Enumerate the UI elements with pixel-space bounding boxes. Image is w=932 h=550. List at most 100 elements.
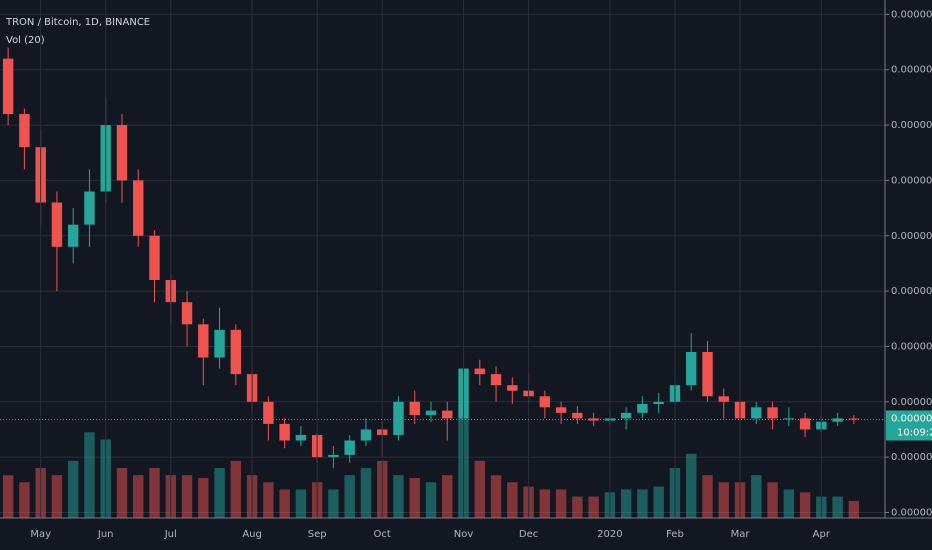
x-tick-label: Dec [519,529,538,540]
x-tick-label: 2020 [597,529,622,540]
candle-body [718,396,729,402]
current-price-label: 0.00000184 [891,413,932,424]
volume-bar [67,460,79,518]
x-tick-label: Mar [731,529,751,540]
volume-bar [653,486,664,518]
candle-body [133,180,144,236]
candle-body [149,235,160,281]
volume-bar [344,475,355,518]
current-price-box [886,410,932,441]
volume-bar [799,492,811,518]
candle-body [783,418,795,420]
candle-body [702,351,713,397]
volume-bar [84,432,95,518]
candle-body [2,58,14,115]
volume-bar [409,478,420,518]
candle-body [620,412,632,419]
y-tick-label: 0.00000250 [891,341,932,352]
volume-bar [507,482,518,518]
x-tick-label: Jul [164,529,177,540]
candle-body [344,440,355,455]
volume-bar [295,489,307,518]
volume-bar [490,475,502,518]
candle-body [767,407,778,419]
volume-bar [51,475,63,518]
candle-body [751,407,762,419]
volume-bar [539,489,551,518]
candle-body [555,407,567,413]
axes: 0.00000100 0.00000150 0.00000200 0.00000250… [30,0,932,540]
volume-bar [230,460,242,518]
candle-body [653,401,664,404]
volume-label: Vol (20) [6,35,45,46]
x-tick-label: Oct [374,529,391,540]
volume-bar [328,489,339,518]
candle-body [442,410,453,419]
candle-body [263,401,274,424]
volume-bar [198,478,209,518]
volume-bar [555,489,567,518]
y-tick-label: 0.00000100 [891,507,932,518]
volume-bar [2,475,14,518]
candle-body [848,418,860,420]
candle-body [116,125,128,181]
volume-bar [751,475,762,518]
candle-body [328,454,339,458]
candle-body [198,324,209,358]
volume-bar [588,496,599,518]
volume-bar [442,475,453,518]
candle-body [588,418,599,421]
volume-bar [149,468,160,518]
candle-body [507,385,518,391]
y-tick-label: 0.00000150 [891,452,932,463]
y-tick-label: 0.00000400 [891,175,932,186]
candle-body [51,202,63,247]
candle-body [425,410,437,416]
volume-bar [620,489,632,518]
x-tick-label: May [30,529,51,540]
volume-bar [393,475,404,518]
volume-bar [214,468,225,518]
volume-bar [360,468,372,518]
candle-body [214,329,225,358]
x-tick-label: Jun [97,529,114,540]
volume-bar [181,475,193,518]
x-tick-label: Apr [813,529,831,540]
y-tick-label: 0.00000350 [891,231,932,242]
volume-bar [133,475,144,518]
volume-bar [767,482,778,518]
candle-body [637,403,648,413]
volume-bar [718,482,729,518]
countdown-label: 10:09:28 [897,427,932,438]
volume-bar [279,489,290,518]
candle-body [474,368,485,375]
volume-bar [19,482,30,518]
volume-bar [783,489,795,518]
candle-body [393,401,404,435]
candle-body [832,418,843,422]
candle-body [181,302,193,325]
candle-body [360,429,372,441]
volume-bar [686,453,697,518]
candle-body [84,191,95,225]
candle-body [490,374,502,386]
candle-body [279,423,290,441]
volume-bar [637,489,648,518]
volume-bar [702,475,713,518]
x-tick-label: Aug [242,529,262,540]
candle-body [230,329,242,375]
chart-title: TRON / Bitcoin, 1D, BINANCE [5,17,150,28]
volume-bar [572,496,583,518]
y-tick-label: 0.00000200 [891,397,932,408]
grid [0,13,885,513]
volume-bar [425,482,437,518]
volume-bar [848,500,860,518]
candle-body [686,351,697,386]
volume-bar [474,460,485,518]
x-tick-label: Feb [666,529,684,540]
volume-bar [832,496,843,518]
candle-body [67,224,79,247]
candle-body [409,401,420,416]
x-tick-label: Sep [308,529,327,540]
